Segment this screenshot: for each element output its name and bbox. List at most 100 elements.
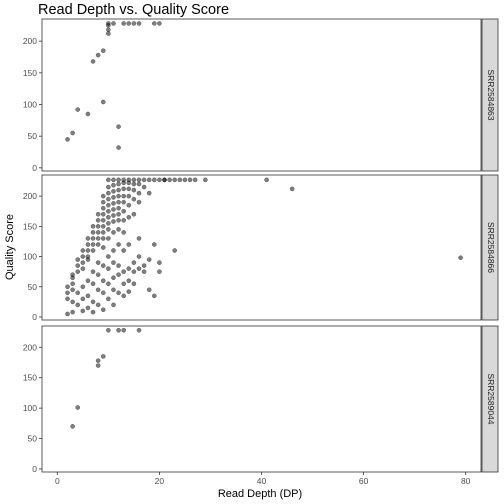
data-point — [70, 287, 75, 293]
data-point — [126, 186, 132, 192]
y-tick-label: 150 — [23, 68, 37, 78]
data-point — [111, 248, 116, 253]
data-point — [106, 190, 111, 196]
data-point — [100, 48, 106, 53]
x-tick-label: 0 — [55, 476, 60, 486]
data-point — [126, 180, 132, 186]
data-point — [203, 177, 208, 183]
data-point — [136, 181, 142, 187]
data-point — [70, 299, 75, 305]
facet-strip — [481, 18, 499, 172]
data-point — [65, 296, 70, 302]
data-point — [126, 214, 132, 220]
data-point — [95, 302, 101, 308]
data-point — [80, 260, 86, 265]
data-point — [121, 269, 126, 274]
x-tick-label: 20 — [155, 476, 165, 486]
data-point — [95, 52, 101, 58]
facet-strip — [481, 325, 499, 473]
data-point — [131, 177, 137, 183]
y-tick-label: 200 — [23, 342, 37, 352]
data-point — [136, 266, 142, 271]
data-point — [121, 293, 126, 299]
data-point — [126, 289, 132, 294]
data-point — [100, 236, 106, 241]
data-point — [116, 205, 121, 211]
data-point — [111, 219, 116, 224]
data-point — [162, 177, 167, 183]
data-point — [95, 230, 101, 235]
data-point — [131, 269, 137, 274]
data-point — [111, 21, 116, 26]
data-point — [126, 21, 132, 26]
data-point — [157, 260, 162, 265]
data-point — [90, 299, 96, 305]
data-point — [90, 242, 96, 247]
y-tick-label: 100 — [23, 100, 37, 110]
y-tick-label: 150 — [23, 373, 37, 383]
data-point — [116, 242, 121, 247]
facet-strip-label: SRR2589044 — [486, 373, 496, 424]
data-point — [65, 311, 70, 317]
data-point — [121, 248, 126, 253]
data-point — [116, 227, 121, 232]
data-point — [152, 177, 157, 183]
data-point — [157, 21, 162, 26]
data-point — [121, 208, 126, 214]
data-point — [100, 193, 106, 199]
data-point — [106, 281, 111, 287]
data-point — [126, 193, 132, 199]
data-point — [106, 27, 111, 33]
data-point — [100, 290, 106, 296]
data-point — [111, 189, 116, 194]
data-point — [95, 218, 101, 223]
data-point — [106, 202, 111, 208]
data-point — [65, 284, 70, 290]
data-point — [106, 184, 111, 190]
data-point — [106, 221, 111, 226]
data-point — [100, 211, 106, 217]
data-point — [90, 269, 96, 274]
data-point — [95, 260, 101, 265]
data-point — [75, 263, 81, 268]
facet-strip-label: SRR2584863 — [486, 69, 496, 120]
y-tick-label: 0 — [32, 163, 37, 173]
data-point — [116, 177, 121, 183]
data-point — [85, 111, 91, 117]
data-point — [100, 218, 106, 223]
data-point — [106, 236, 111, 241]
y-tick-label: 50 — [28, 131, 38, 141]
data-point — [111, 287, 116, 293]
data-point — [116, 272, 121, 277]
data-point — [95, 358, 101, 363]
facet-panel: 0 50 100 150 200 SRR2584863 — [23, 18, 499, 173]
data-point — [121, 199, 126, 205]
data-point — [95, 272, 101, 277]
data-point — [85, 278, 91, 284]
data-point — [116, 181, 121, 187]
y-axis-label: Quality Score — [4, 214, 16, 280]
data-point — [121, 218, 126, 223]
data-point — [116, 145, 121, 150]
data-point — [182, 177, 188, 183]
data-point — [121, 180, 126, 186]
data-point — [85, 242, 91, 247]
data-point — [121, 281, 126, 287]
data-point — [106, 177, 111, 183]
data-point — [116, 124, 121, 129]
data-point — [106, 296, 111, 302]
data-point — [106, 196, 111, 202]
data-point — [106, 208, 111, 214]
data-point — [106, 214, 111, 220]
data-point — [157, 177, 162, 183]
data-point — [80, 266, 86, 271]
data-point — [111, 182, 116, 188]
data-point — [111, 230, 116, 235]
data-point — [121, 327, 126, 333]
data-point — [157, 269, 162, 274]
data-point — [116, 327, 121, 333]
data-point — [100, 99, 106, 105]
data-point — [106, 327, 111, 333]
data-point — [111, 177, 116, 183]
y-tick-label: 0 — [32, 464, 37, 474]
